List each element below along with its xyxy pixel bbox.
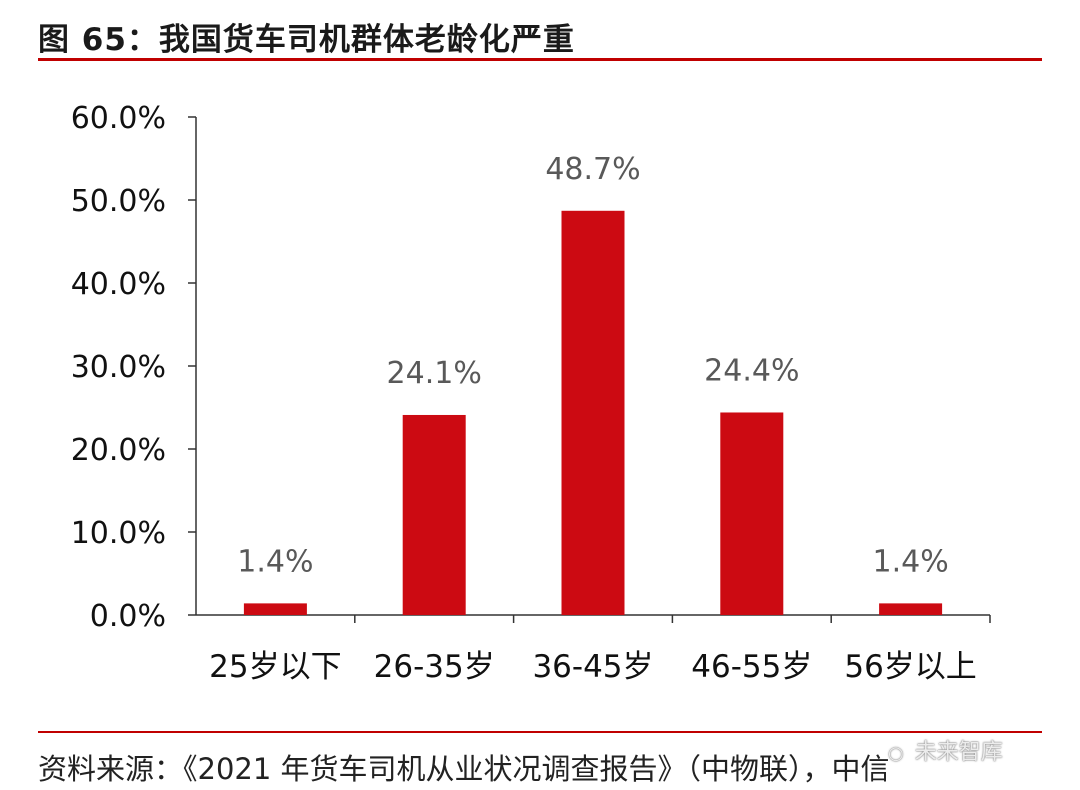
y-tick-label: 60.0% — [71, 101, 166, 136]
source-note: 资料来源：《2021 年货车司机从业状况调查报告》（中物联），中信 — [38, 752, 890, 786]
bar — [720, 412, 784, 615]
bars — [243, 210, 943, 616]
y-tick-label: 30.0% — [71, 350, 166, 385]
watermark-text: 未来智库 — [914, 740, 1003, 765]
title-underline — [38, 58, 1042, 61]
data-label: 24.4% — [704, 353, 799, 388]
x-tick-label: 56岁以上 — [844, 649, 976, 685]
data-label: 48.7% — [545, 152, 640, 187]
bar — [561, 210, 625, 616]
source-rule — [38, 731, 1042, 733]
x-tick-label: 26-35岁 — [374, 649, 495, 685]
y-tick-label: 40.0% — [71, 267, 166, 302]
bar — [879, 603, 943, 615]
y-axis: 0.0% 10.0% 20.0% 30.0% 40.0% 50.0% 60.0% — [71, 101, 197, 634]
bar — [402, 414, 466, 615]
x-tick-label: 46-55岁 — [691, 649, 812, 685]
y-tick-label: 0.0% — [90, 599, 166, 634]
data-label: 1.4% — [237, 544, 313, 579]
y-tick-label: 10.0% — [71, 516, 166, 551]
data-label: 1.4% — [872, 544, 948, 579]
x-tick-label: 36-45岁 — [532, 649, 653, 685]
figure-title: 图 65：我国货车司机群体老龄化严重 — [38, 22, 575, 58]
x-axis: 25岁以下 26-35岁 36-45岁 46-55岁 56岁以上 — [196, 614, 991, 685]
value-labels: 1.4% 24.1% 48.7% 24.4% 1.4% — [237, 152, 948, 580]
data-label: 24.1% — [387, 356, 482, 391]
watermark: ○ 未来智库 — [888, 734, 1003, 766]
x-tick-label: 25岁以下 — [209, 649, 341, 685]
y-tick-label: 20.0% — [71, 433, 166, 468]
bar-chart: 0.0% 10.0% 20.0% 30.0% 40.0% 50.0% 60.0% 25岁以下… — [71, 101, 991, 685]
y-tick-label: 50.0% — [71, 184, 166, 219]
bar — [243, 603, 307, 615]
chat-bubble-icon: ○ — [888, 743, 904, 764]
